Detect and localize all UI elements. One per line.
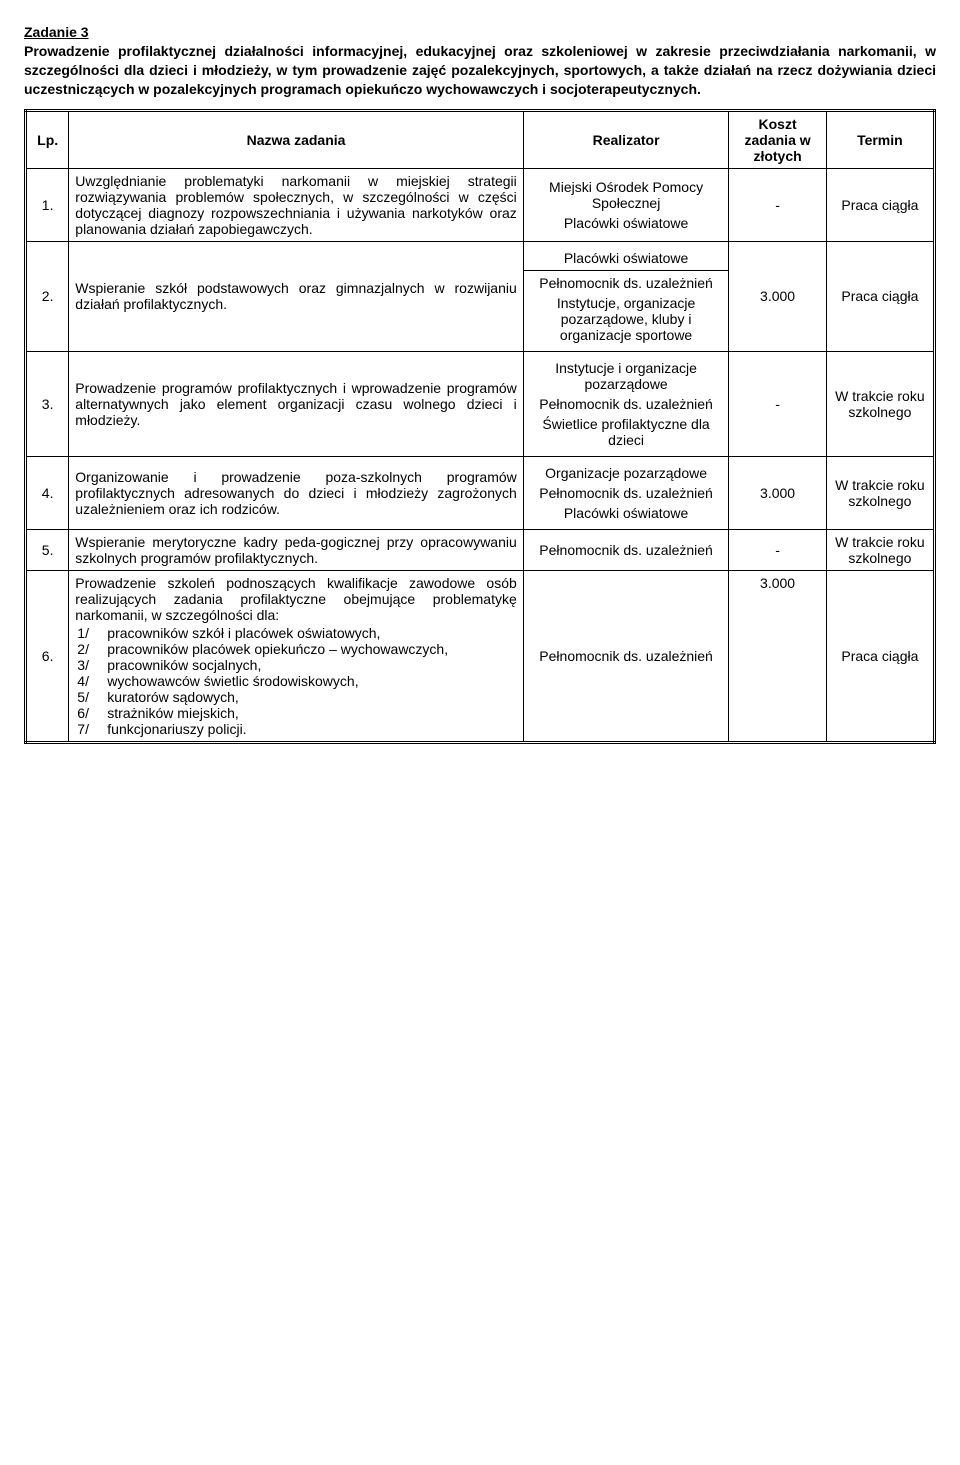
cell-lp: 5. [26,529,69,570]
cell-cost: - [729,529,826,570]
realizator-item: Placówki oświatowe [530,505,723,521]
table-row: 3. Prowadzenie programów profilaktycznyc… [26,351,935,456]
task-description: Prowadzenie profilaktycznej działalności… [24,42,936,99]
realizator-item: Pełnomocnik ds. uzależnień [530,485,723,501]
realizator-item: Pełnomocnik ds. uzależnień [530,396,723,412]
list-item: pracowników placówek opiekuńczo – wychow… [107,641,517,657]
cell-term: W trakcie roku szkolnego [826,456,934,529]
table-row: 5. Wspieranie merytoryczne kadry peda-go… [26,529,935,570]
realizator-item: Placówki oświatowe [530,215,723,231]
cell-term: W trakcie roku szkolnego [826,529,934,570]
cell-realizator: Placówki oświatowe Pełnomocnik ds. uzale… [523,241,729,351]
header-lp: Lp. [26,110,69,168]
row6-intro: Prowadzenie szkoleń podnoszących kwalifi… [75,575,517,623]
table-row: 6. Prowadzenie szkoleń podnoszących kwal… [26,570,935,742]
header-realizator: Realizator [523,110,729,168]
table-row: 1. Uwzględnianie problematyki narkomanii… [26,168,935,241]
realizator-item: Pełnomocnik ds. uzależnień [530,275,723,291]
cell-name: Organizowanie i prowadzenie poza-szkolny… [69,456,524,529]
list-prefix: 3/ [75,657,107,673]
cell-lp: 2. [26,241,69,351]
cell-lp: 4. [26,456,69,529]
list-item: kuratorów sądowych, [107,689,517,705]
list-prefix: 4/ [75,673,107,689]
realizator-item: Organizacje pozarządowe [530,465,723,481]
header-name: Nazwa zadania [69,110,524,168]
header-cost: Koszt zadania w złotych [729,110,826,168]
numbered-list: 1/pracowników szkół i placówek oświatowy… [75,625,517,737]
cell-lp: 6. [26,570,69,742]
cell-realizator: Instytucje i organizacje pozarządowe Peł… [523,351,729,456]
cell-name: Prowadzenie programów profilaktycznych i… [69,351,524,456]
cell-cost: 3.000 [729,241,826,351]
table-row: 4. Organizowanie i prowadzenie poza-szko… [26,456,935,529]
realizator-item: Świetlice profilaktyczne dla dzieci [530,416,723,448]
cell-term: Praca ciągła [826,570,934,742]
list-prefix: 2/ [75,641,107,657]
cell-realizator: Pełnomocnik ds. uzależnień [523,529,729,570]
cell-term: Praca ciągła [826,168,934,241]
cell-realizator: Organizacje pozarządowe Pełnomocnik ds. … [523,456,729,529]
list-prefix: 7/ [75,721,107,737]
cell-cost: - [729,351,826,456]
tasks-table: Lp. Nazwa zadania Realizator Koszt zadan… [24,109,936,744]
cell-realizator: Miejski Ośrodek Pomocy Społecznej Placów… [523,168,729,241]
list-prefix: 1/ [75,625,107,641]
list-item: strażników miejskich, [107,705,517,721]
realizator-item: Pełnomocnik ds. uzależnień [530,542,723,558]
list-item: wychowawców świetlic środowiskowych, [107,673,517,689]
cell-cost: 3.000 [729,456,826,529]
realizator-item: Instytucje, organizacje pozarządowe, klu… [530,295,723,343]
cell-name: Wspieranie merytoryczne kadry peda-gogic… [69,529,524,570]
realizator-item: Placówki oświatowe [530,250,723,266]
table-header-row: Lp. Nazwa zadania Realizator Koszt zadan… [26,110,935,168]
cell-name: Wspieranie szkół podstawowych oraz gimna… [69,241,524,351]
cell-term: W trakcie roku szkolnego [826,351,934,456]
cell-lp: 1. [26,168,69,241]
header-term: Termin [826,110,934,168]
list-prefix: 5/ [75,689,107,705]
list-prefix: 6/ [75,705,107,721]
realizator-item: Miejski Ośrodek Pomocy Społecznej [530,179,723,211]
list-item: pracowników szkół i placówek oświatowych… [107,625,517,641]
list-item: pracowników socjalnych, [107,657,517,673]
list-item: funkcjonariuszy policji. [107,721,517,737]
cell-realizator: Pełnomocnik ds. uzależnień [523,570,729,742]
cell-name: Prowadzenie szkoleń podnoszących kwalifi… [69,570,524,742]
task-title: Zadanie 3 [24,24,936,40]
cell-name: Uwzględnianie problematyki narkomanii w … [69,168,524,241]
divider [524,270,729,271]
cell-cost: 3.000 [729,570,826,742]
cell-term: Praca ciągła [826,241,934,351]
table-row: 2. Wspieranie szkół podstawowych oraz gi… [26,241,935,351]
realizator-item: Pełnomocnik ds. uzależnień [530,648,723,664]
cell-lp: 3. [26,351,69,456]
realizator-item: Instytucje i organizacje pozarządowe [530,360,723,392]
cell-cost: - [729,168,826,241]
